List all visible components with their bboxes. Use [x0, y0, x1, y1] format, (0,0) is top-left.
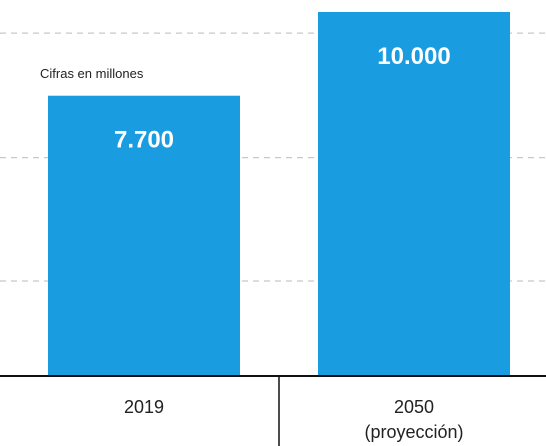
bar-1: [318, 12, 510, 376]
value-label-0: 7.700: [114, 127, 174, 154]
category-label-0: 2019: [124, 397, 164, 417]
bars: [48, 12, 510, 376]
value-label-1: 10.000: [377, 43, 450, 70]
x-axis: 2019 2050 (proyección): [0, 375, 546, 446]
units-note: Cifras en millones: [40, 66, 144, 81]
category-label-1: 2050 (proyección): [364, 397, 463, 442]
value-labels: 7.700 10.000: [114, 43, 451, 154]
bar-0: [48, 95, 240, 376]
